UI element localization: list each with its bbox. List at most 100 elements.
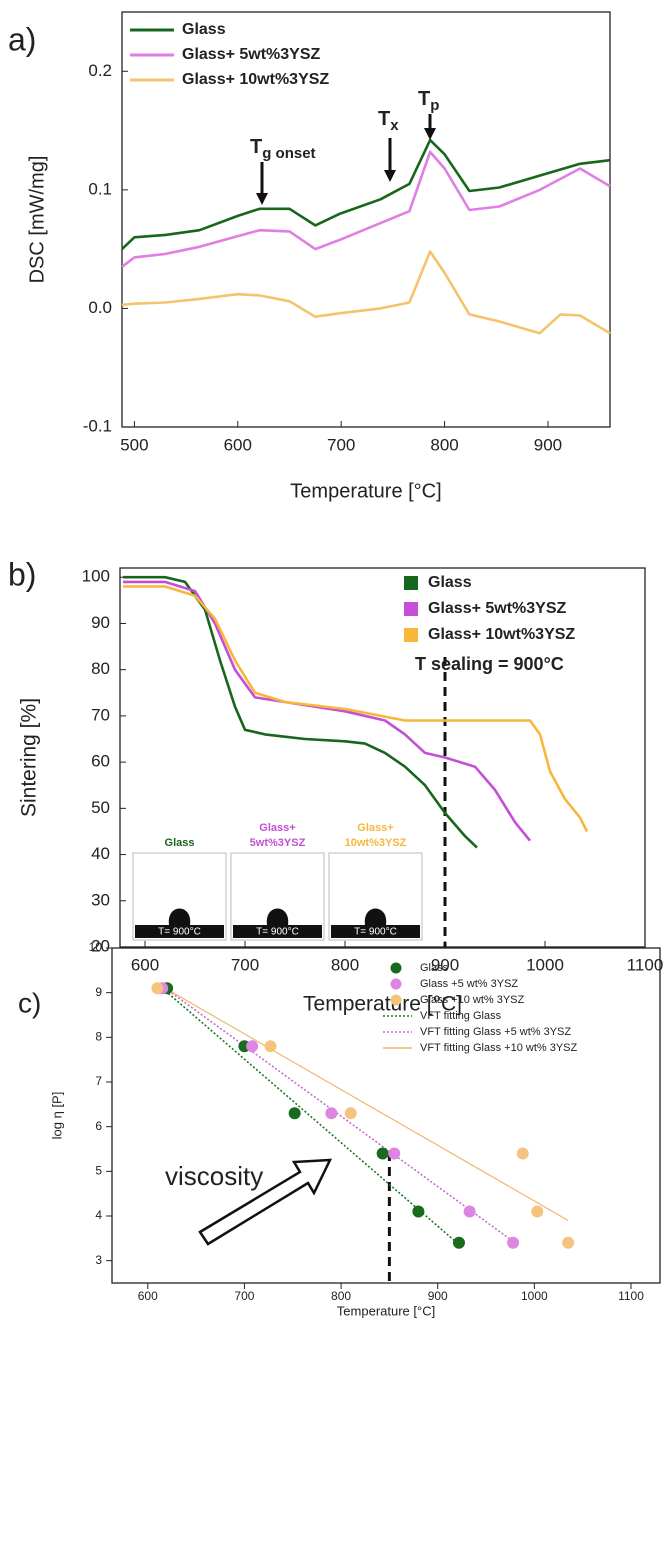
x-tick-label: 1100 xyxy=(618,1289,644,1303)
inset-caption: T= 900°C xyxy=(354,927,397,938)
y-tick-label: 40 xyxy=(91,844,110,863)
legend-label: Glass xyxy=(182,21,226,38)
legend-label: Glass +5 wt% 3YSZ xyxy=(420,978,518,990)
x-tick-label: 700 xyxy=(231,955,259,974)
point xyxy=(288,1107,301,1120)
inset-label: 5wt%3YSZ xyxy=(250,837,306,849)
curve xyxy=(121,150,611,268)
x-axis-label: Temperature [°C] xyxy=(290,480,441,502)
y-tick-label: 30 xyxy=(91,890,110,909)
annotation-main: T xyxy=(378,108,390,130)
point xyxy=(264,1040,277,1053)
y-axis-label: Sintering [%] xyxy=(18,698,41,817)
y-tick-label: 90 xyxy=(91,613,110,632)
x-tick-label: 900 xyxy=(431,955,459,974)
x-tick-label: 800 xyxy=(331,1289,351,1303)
x-tick-label: 1100 xyxy=(627,955,664,974)
inset-label: Glass+ xyxy=(357,822,393,834)
point xyxy=(507,1236,520,1249)
y-tick-label: 3 xyxy=(95,1253,102,1267)
x-tick-label: 600 xyxy=(138,1289,158,1303)
x-tick-label: 500 xyxy=(120,435,148,454)
x-axis-label: Temperature [°C] xyxy=(337,1303,435,1318)
legend-marker xyxy=(390,978,402,990)
y-axis-label: DSC [mW/mg] xyxy=(26,156,48,284)
point xyxy=(246,1040,259,1053)
point xyxy=(562,1236,575,1249)
annotation: Tp xyxy=(418,88,439,114)
point xyxy=(151,982,164,995)
y-tick-label: 50 xyxy=(91,798,110,817)
legend-label: Glass+ 5wt%3YSZ xyxy=(182,46,321,63)
inset-caption: T= 900°C xyxy=(158,927,201,938)
annotation: viscosity xyxy=(165,1161,263,1191)
legend-label: Glass+ 10wt%3YSZ xyxy=(428,626,575,643)
panel-label: c) xyxy=(18,987,41,1018)
y-tick-label: 100 xyxy=(82,567,110,586)
panel-label: a) xyxy=(8,21,36,57)
legend-marker xyxy=(404,602,418,616)
fit-line xyxy=(164,987,516,1244)
point xyxy=(412,1205,425,1218)
annotation: T sealing = 900°C xyxy=(415,654,564,674)
point xyxy=(376,1147,389,1160)
point xyxy=(452,1236,465,1249)
legend-label: VFT fitting Glass +10 wt% 3YSZ xyxy=(420,1042,577,1054)
point xyxy=(463,1205,476,1218)
legend-label: VFT fitting Glass xyxy=(420,1010,502,1022)
curve xyxy=(123,575,478,849)
y-tick-label: 10 xyxy=(89,940,103,954)
annotation-main: T xyxy=(418,88,430,110)
y-tick-label: 4 xyxy=(95,1208,102,1222)
inset-base xyxy=(233,925,322,938)
arrow-head xyxy=(384,170,396,182)
y-tick-label: 9 xyxy=(95,985,102,999)
fit-line xyxy=(164,987,569,1222)
curve xyxy=(123,585,589,833)
y-tick-label: 70 xyxy=(91,705,110,724)
x-tick-label: 600 xyxy=(224,435,252,454)
inset-base xyxy=(331,925,420,938)
legend-label: Glass+ 10wt%3YSZ xyxy=(182,71,329,88)
inset-label: 10wt%3YSZ xyxy=(345,837,407,849)
legend-label: VFT fitting Glass +5 wt% 3YSZ xyxy=(420,1026,571,1038)
annotation: Tx xyxy=(378,108,399,134)
legend-label: Glass+ 5wt%3YSZ xyxy=(428,600,567,617)
panel-label: b) xyxy=(8,556,36,592)
y-tick-label: 0.1 xyxy=(88,179,112,198)
legend-label: Glass xyxy=(428,574,472,591)
legend-marker xyxy=(404,576,418,590)
x-tick-label: 600 xyxy=(131,955,159,974)
x-axis-label: Temperature [°C] xyxy=(303,993,462,1016)
y-tick-label: 0.2 xyxy=(88,61,112,80)
y-tick-label: 20 xyxy=(91,936,110,955)
y-tick-label: 7 xyxy=(95,1074,102,1088)
x-tick-label: 1000 xyxy=(526,955,564,974)
annotation: Tg onset xyxy=(250,136,316,162)
curve xyxy=(123,580,532,842)
droplet xyxy=(266,908,289,925)
arrow-head xyxy=(424,128,436,140)
plot-frame xyxy=(111,947,661,1284)
y-axis-label: log η [P] xyxy=(49,1092,64,1140)
plot-frame xyxy=(121,11,611,428)
arrow-head xyxy=(256,193,268,205)
legend-marker xyxy=(404,628,418,642)
inset-label: Glass xyxy=(165,837,195,849)
inset-base xyxy=(135,925,224,938)
annotation-sub: p xyxy=(430,97,439,114)
inset-caption: T= 900°C xyxy=(256,927,299,938)
x-tick-label: 700 xyxy=(327,435,355,454)
x-tick-label: 900 xyxy=(428,1289,448,1303)
fit-line xyxy=(161,987,458,1244)
y-tick-label: 6 xyxy=(95,1119,102,1133)
y-tick-label: -0.1 xyxy=(83,416,112,435)
legend-label: Glass xyxy=(420,962,449,974)
legend-label: Glass +10 wt% 3YSZ xyxy=(420,994,525,1006)
annotation-main: T xyxy=(250,136,262,158)
point xyxy=(344,1107,357,1120)
point xyxy=(516,1147,529,1160)
legend-marker xyxy=(390,994,402,1006)
plot-frame xyxy=(119,567,646,948)
